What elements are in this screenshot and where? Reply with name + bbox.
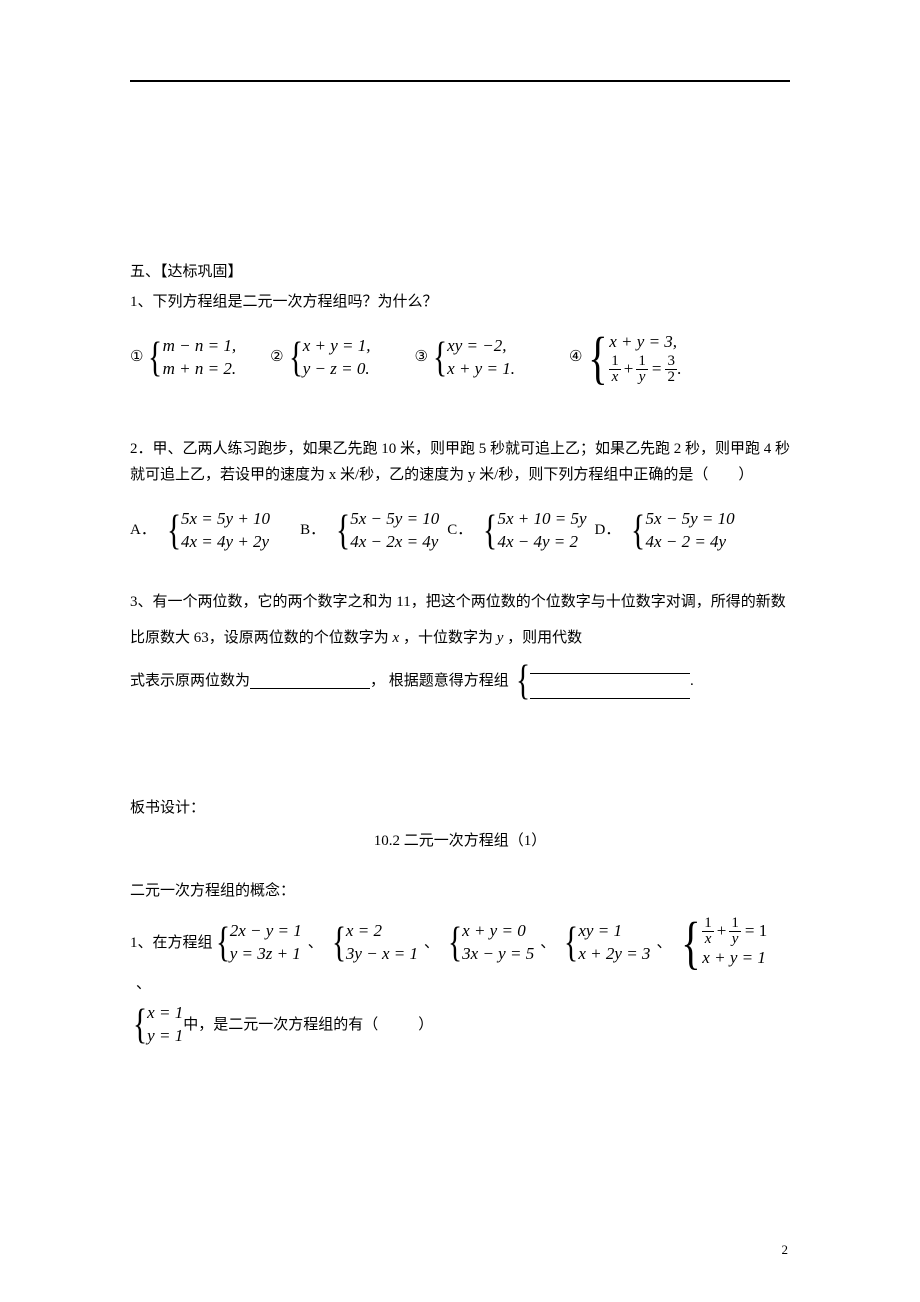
brace-icon: { (148, 335, 162, 381)
q2-A-line1: 5x = 5y + 10 (181, 508, 270, 531)
q1-label-1: ① (130, 345, 143, 371)
brace-icon: { (448, 920, 462, 966)
board-title: 10.2 二元一次方程组（1） (130, 829, 790, 855)
board-sys5-l1: 1 x + 1 y = 1 (702, 916, 767, 947)
board-sys2-l1: x = 2 (346, 920, 418, 943)
board-section: 板书设计： 10.2 二元一次方程组（1） 二元一次方程组的概念： 1、在方程组… (130, 796, 790, 1048)
q1-opt2-line2: y − z = 0. (303, 358, 371, 381)
brace-icon: { (682, 914, 701, 972)
board-sys6-l1: x = 1 (147, 1002, 183, 1025)
q3-mid3: ， 根据题意得方程组 (370, 663, 509, 699)
q1-opt1: ① { m − n = 1, m + n = 2. (130, 335, 236, 381)
board-sys4-l2: x + 2y = 3 (578, 943, 650, 966)
q1-opt4-line1: x + y = 3, (609, 331, 681, 354)
board-q1-prefix: 1、在方程组 (130, 931, 213, 955)
q2-C-line2: 4x − 4y = 2 (497, 531, 586, 554)
board-q1: 1、在方程组 { 2x − y = 1 y = 3z + 1 、 { x = 2… (130, 914, 790, 996)
brace-icon: { (336, 508, 350, 554)
q2-label-C: C． (447, 518, 472, 544)
q2-D-line2: 4x − 2 = 4y (646, 531, 735, 554)
q2-options: A． { 5x = 5y + 10 4x = 4y + 2y B． { 5x −… (130, 508, 790, 554)
q1-opt2-line1: x + y = 1, (303, 335, 371, 358)
q2-D-line1: 5x − 5y = 10 (646, 508, 735, 531)
brace-icon: { (564, 920, 578, 966)
q1-opt1-line2: m + n = 2. (163, 358, 236, 381)
q1-label-3: ③ (415, 345, 428, 371)
brace-icon: { (589, 329, 608, 387)
q3-part2: 式表示原两位数为 (130, 663, 250, 699)
q3-var-y: y (497, 630, 504, 646)
brace-icon: { (631, 508, 645, 554)
q1-prompt: 1、下列方程组是二元一次方程组吗？为什么？ (130, 290, 790, 316)
q1-opt1-line1: m − n = 1, (163, 335, 236, 358)
q3-blank-2 (530, 656, 690, 674)
page-number: 2 (782, 1242, 789, 1258)
q2-A-line2: 4x = 4y + 2y (181, 531, 270, 554)
sep: 、 (424, 931, 439, 955)
q1-opt4: ④ { x + y = 3, 1 x + (569, 329, 681, 387)
q2-label-D: D． (595, 518, 621, 544)
board-sys1-l1: 2x − y = 1 (230, 920, 302, 943)
brace-icon: { (332, 920, 346, 966)
q2-C-line1: 5x + 10 = 5y (497, 508, 586, 531)
brace-icon: { (167, 508, 181, 554)
board-q1-cont: { x = 1 y = 1 中，是二元一次方程组的有（ ） (130, 1002, 790, 1048)
q1-label-2: ② (270, 345, 283, 371)
brace-icon: { (483, 508, 497, 554)
board-label: 板书设计： (130, 796, 790, 822)
q2-label-A: A． (130, 518, 156, 544)
q2-B-line1: 5x − 5y = 10 (350, 508, 439, 531)
q3-block: 3、有一个两位数，它的两个数字之和为 11，把这个两位数的个位数字与十位数字对调… (130, 584, 790, 706)
section5-heading: 五、【达标巩固】 (130, 260, 790, 286)
q2-B-line2: 4x − 2x = 4y (350, 531, 439, 554)
sep: 、 (540, 931, 555, 955)
board-sys6-l2: y = 1 (147, 1025, 183, 1048)
brace-icon: { (133, 1002, 147, 1048)
header-rule (130, 80, 790, 82)
board-sys1-l2: y = 3z + 1 (230, 943, 302, 966)
brace-icon: { (216, 920, 230, 966)
brace-icon: { (516, 656, 530, 706)
q3-blank-3 (530, 681, 690, 699)
q1-opt2: ② { x + y = 1, y − z = 0. (270, 335, 370, 381)
brace-icon: { (289, 335, 303, 381)
document-body: 五、【达标巩固】 1、下列方程组是二元一次方程组吗？为什么？ ① { m − n… (130, 0, 790, 1048)
q1-label-4: ④ (569, 345, 582, 371)
board-q1-mid: 中，是二元一次方程组的有（ (183, 1013, 378, 1037)
board-sys3-l1: x + y = 0 (462, 920, 534, 943)
sep: 、 (136, 972, 151, 996)
board-concept: 二元一次方程组的概念： (130, 879, 790, 905)
q3-mid1: ，十位数字为 (403, 630, 493, 646)
sep: 、 (656, 931, 671, 955)
q1-opt4-line2: 1 x + 1 y = 3 (609, 354, 681, 385)
sep: 、 (308, 931, 323, 955)
brace-icon: { (433, 335, 447, 381)
q1-opt3-line1: xy = −2, (447, 335, 515, 358)
q3-end: . (690, 663, 694, 699)
board-sys5-l2: x + y = 1 (702, 947, 767, 970)
q2-text: 2．甲、乙两人练习跑步，如果乙先跑 10 米，则甲跑 5 秒就可追上乙；如果乙先… (130, 437, 790, 488)
q1-opt3-line2: x + y = 1. (447, 358, 515, 381)
q2-label-B: B． (300, 518, 325, 544)
q3-var-x: x (393, 630, 400, 646)
board-sys4-l1: xy = 1 (578, 920, 650, 943)
q1-opt3: ③ { xy = −2, x + y = 1. (415, 335, 515, 381)
board-q1-end: ） (418, 1013, 433, 1037)
board-sys3-l2: 3x − y = 5 (462, 943, 534, 966)
q3-mid2: ，则用代数 (507, 630, 582, 646)
q1-options: ① { m − n = 1, m + n = 2. ② { x + y = 1,… (130, 329, 790, 387)
board-sys2-l2: 3y − x = 1 (346, 943, 418, 966)
q3-blank-1 (250, 673, 370, 689)
